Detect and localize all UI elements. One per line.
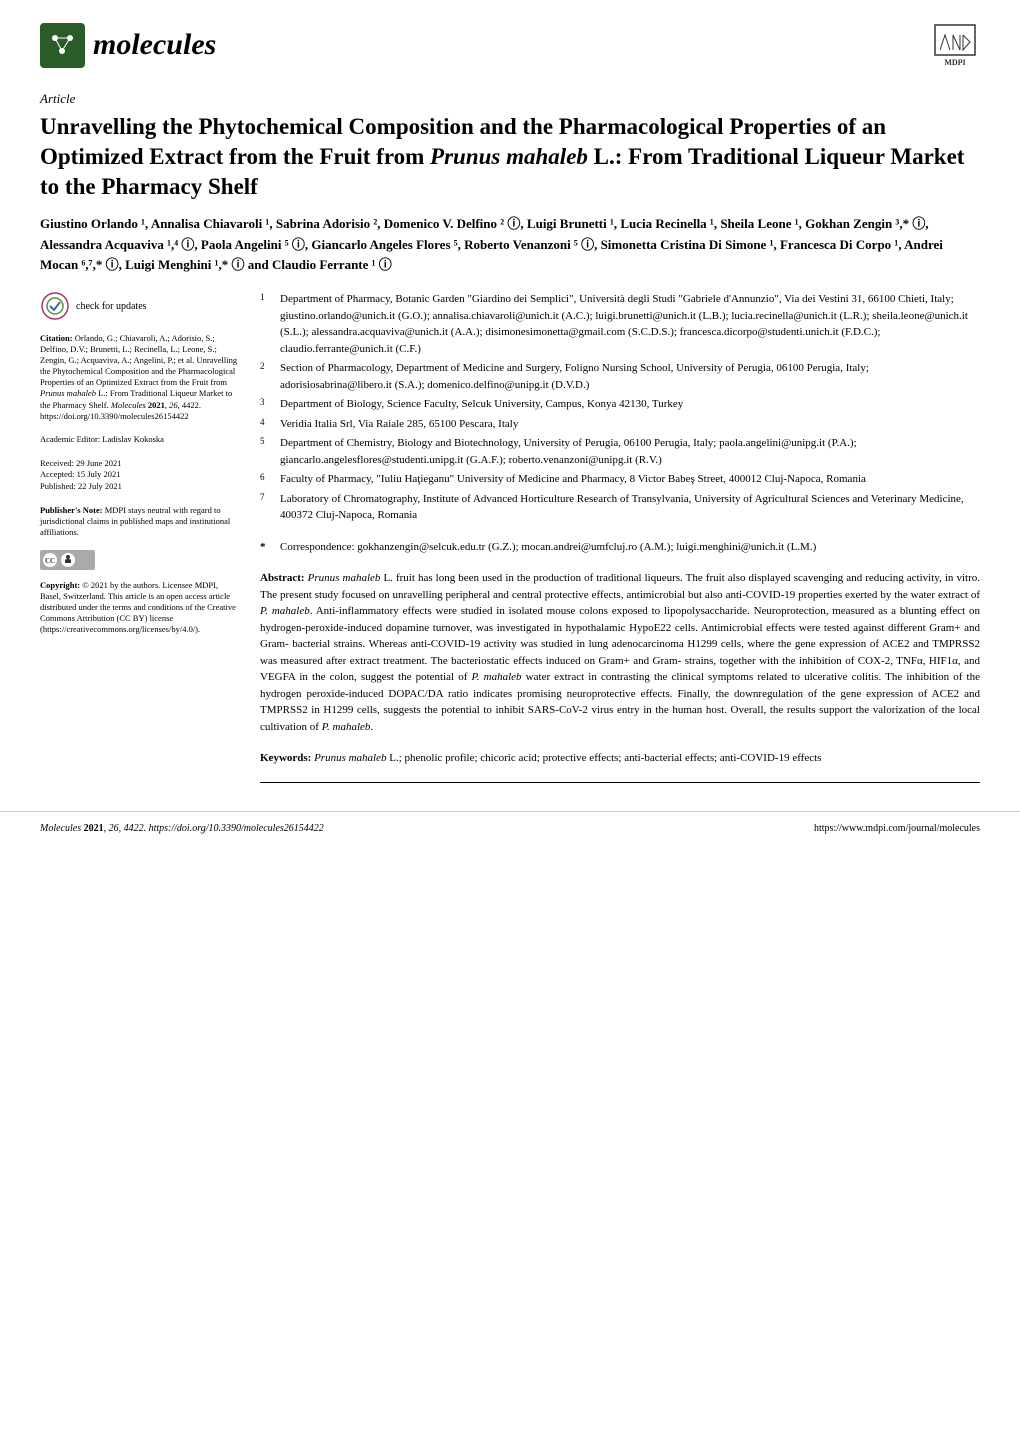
page-header: molecules MDPI (0, 0, 1020, 80)
academic-editor: Academic Editor: Ladislav Kokoska (40, 434, 240, 446)
footer-right: https://www.mdpi.com/journal/molecules (814, 822, 980, 836)
check-updates-block[interactable]: check for updates (40, 291, 240, 321)
journal-logo-block: molecules (40, 23, 216, 68)
received-date: Received: 29 June 2021 (40, 458, 240, 470)
correspondence-block: * Correspondence: gokhanzengin@selcuk.ed… (260, 539, 980, 556)
affiliation-item: 6Faculty of Pharmacy, "Iuliu Haţieganu" … (260, 471, 980, 488)
svg-text:CC: CC (45, 557, 55, 565)
cc-by-icon: CC (40, 550, 95, 570)
main-content: Article Unravelling the Phytochemical Co… (0, 80, 1020, 811)
affiliation-item: 7Laboratory of Chromatography, Institute… (260, 491, 980, 524)
publishers-note: Publisher's Note: MDPI stays neutral wit… (40, 505, 240, 538)
mdpi-logo-icon: MDPI (930, 20, 980, 70)
affiliation-item: 5Department of Chemistry, Biology and Bi… (260, 435, 980, 468)
citation-block: Citation: Orlando, G.; Chiavaroli, A.; A… (40, 333, 240, 421)
sidebar-column: check for updates Citation: Orlando, G.;… (40, 291, 240, 791)
check-updates-label: check for updates (76, 301, 147, 312)
page-footer: Molecules 2021, 26, 4422. https://doi.or… (0, 811, 1020, 846)
article-title: Unravelling the Phytochemical Compositio… (40, 112, 980, 202)
affiliation-item: 3Department of Biology, Science Faculty,… (260, 396, 980, 413)
divider-line (260, 782, 980, 783)
keywords-block: Keywords: Prunus mahaleb L.; phenolic pr… (260, 750, 980, 767)
accepted-date: Accepted: 15 July 2021 (40, 469, 240, 481)
svg-text:MDPI: MDPI (944, 58, 965, 67)
license-block: CC Copyright: © 2021 by the authors. Lic… (40, 550, 240, 635)
published-date: Published: 22 July 2021 (40, 481, 240, 493)
affiliations-list: 1Department of Pharmacy, Botanic Garden … (260, 291, 980, 524)
affiliation-item: 2Section of Pharmacology, Department of … (260, 360, 980, 393)
molecules-logo-icon (40, 23, 85, 68)
check-updates-icon (40, 291, 70, 321)
copyright-text: Copyright: © 2021 by the authors. Licens… (40, 580, 240, 635)
two-column-layout: check for updates Citation: Orlando, G.;… (40, 291, 980, 791)
main-column: 1Department of Pharmacy, Botanic Garden … (260, 291, 980, 791)
abstract-block: Abstract: Prunus mahaleb L. fruit has lo… (260, 570, 980, 735)
authors-list: Giustino Orlando ¹, Annalisa Chiavaroli … (40, 214, 980, 276)
dates-block: Received: 29 June 2021 Accepted: 15 July… (40, 458, 240, 494)
article-type: Article (40, 90, 980, 108)
affiliation-item: 1Department of Pharmacy, Botanic Garden … (260, 291, 980, 357)
journal-name: molecules (93, 24, 216, 66)
affiliation-item: 4Veridia Italia Srl, Via Raiale 285, 651… (260, 416, 980, 433)
footer-left: Molecules 2021, 26, 4422. https://doi.or… (40, 822, 324, 836)
